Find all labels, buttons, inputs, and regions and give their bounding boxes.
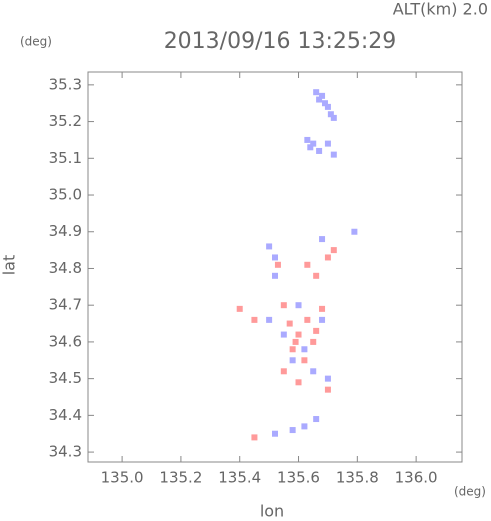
x-tick-label: 136.0	[395, 469, 438, 487]
echo-cell	[319, 305, 326, 312]
y-tick-label: 34.4	[49, 406, 82, 424]
chart-title: 2013/09/16 13:25:29	[164, 29, 397, 54]
x-axis-label: lon	[260, 502, 284, 521]
echo-cell	[266, 243, 273, 250]
echo-cell	[236, 305, 243, 312]
echo-cell	[313, 89, 320, 96]
y-tick-label: 34.3	[49, 443, 82, 461]
y-tick-label: 35.3	[49, 75, 82, 93]
x-tick-label: 135.2	[159, 469, 202, 487]
echo-cell	[280, 302, 287, 309]
echo-cell	[316, 147, 323, 154]
echo-cell	[304, 136, 311, 143]
echo-cell	[272, 272, 278, 279]
echo-cell	[316, 96, 323, 103]
x-tick-label: 135.8	[336, 469, 379, 487]
echo-cell	[289, 346, 296, 353]
y-axis-label: lat	[0, 255, 19, 276]
x-tick-label: 135.6	[277, 469, 320, 487]
altitude-label: ALT(km) 2.0	[393, 0, 488, 19]
echo-cell	[289, 357, 296, 364]
echo-cell	[272, 254, 278, 261]
y-tick-label: 34.5	[49, 369, 82, 387]
echo-cell	[289, 427, 296, 434]
y-tick-label: 35.1	[49, 149, 82, 167]
echo-cell	[330, 114, 337, 121]
echo-cell	[286, 320, 293, 327]
echo-cell	[310, 338, 317, 345]
echo-cell	[301, 346, 308, 353]
x-tick-label: 135.4	[218, 469, 261, 487]
echo-cell	[251, 434, 258, 441]
echo-cell	[251, 316, 258, 323]
y-tick-label: 35.0	[49, 186, 82, 204]
echo-cell	[295, 379, 302, 386]
echo-cell	[330, 151, 337, 158]
echo-cell	[295, 302, 302, 309]
echo-cell	[330, 247, 337, 254]
y-tick-label: 35.2	[49, 112, 82, 130]
echo-cell	[313, 416, 320, 423]
echo-cell	[313, 272, 320, 279]
echo-cell	[295, 331, 302, 338]
x-tick-label: 135.0	[101, 469, 144, 487]
echo-cell	[292, 338, 299, 345]
echo-cell	[272, 430, 278, 437]
y-tick-label: 34.8	[49, 259, 82, 277]
echo-cell	[319, 316, 326, 323]
x-unit: (deg)	[454, 485, 486, 499]
echo-cell	[324, 254, 331, 261]
echo-cell	[310, 140, 317, 147]
echo-cell	[327, 111, 334, 118]
plot-frame	[87, 71, 463, 463]
echo-cell	[313, 327, 320, 334]
y-tick-label: 34.6	[49, 332, 82, 350]
echo-cell	[304, 261, 311, 268]
echo-cell	[301, 423, 308, 430]
echo-cell	[310, 368, 317, 375]
echo-cell	[266, 316, 273, 323]
echo-cell	[351, 228, 358, 235]
echo-cell	[324, 386, 331, 393]
y-tick-label: 34.7	[49, 296, 82, 314]
y-unit: (deg)	[20, 35, 52, 49]
echo-cell	[307, 144, 314, 151]
echo-cell	[274, 261, 281, 268]
echo-cell	[301, 357, 308, 364]
echo-cell	[280, 368, 287, 375]
echo-cell	[319, 236, 326, 243]
echo-cell	[280, 331, 287, 338]
echo-cell	[324, 375, 331, 382]
y-tick-label: 34.9	[49, 222, 82, 240]
echo-cell	[324, 103, 331, 110]
echo-cell	[319, 92, 326, 99]
echo-cell	[304, 316, 311, 323]
echo-cell	[321, 100, 328, 107]
echo-cell	[324, 140, 331, 147]
